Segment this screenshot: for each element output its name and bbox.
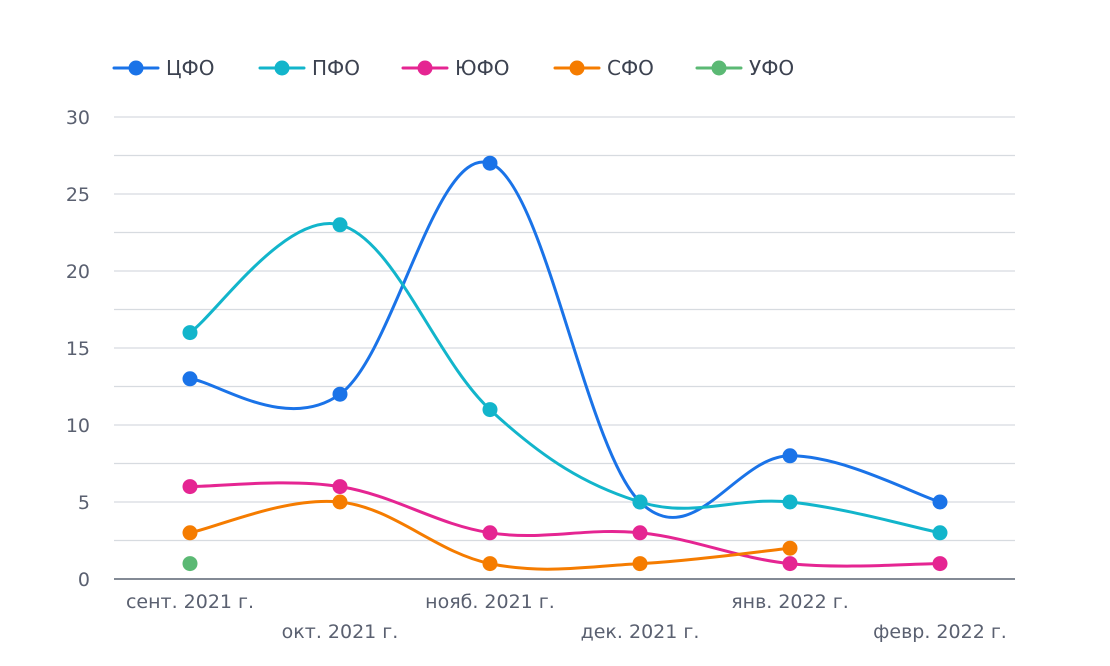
y-tick-label: 30 <box>66 107 90 129</box>
series-СФО <box>182 494 798 572</box>
data-point[interactable] <box>932 494 948 510</box>
x-tick-label: окт. 2021 г. <box>282 621 399 643</box>
data-point[interactable] <box>632 525 648 541</box>
legend-swatch-marker <box>274 60 290 76</box>
data-point[interactable] <box>932 556 948 572</box>
legend: ЦФО ПФО ЮФО СФО УФО <box>112 56 794 80</box>
data-point[interactable] <box>482 556 498 572</box>
data-point[interactable] <box>632 494 648 510</box>
legend-item[interactable]: ПФО <box>258 56 360 80</box>
x-tick-label: дек. 2021 г. <box>581 621 700 643</box>
data-point[interactable] <box>332 479 348 495</box>
axes: 0 5 10 15 20 25 30 сент. 2021 г. окт. 2021 г. ноя… <box>66 107 1015 643</box>
legend-label: ЮФО <box>455 56 510 80</box>
y-tick-label: 0 <box>78 569 90 591</box>
legend-item[interactable]: СФО <box>553 56 654 80</box>
legend-label: ПФО <box>312 56 360 80</box>
legend-label: СФО <box>607 56 654 80</box>
data-point[interactable] <box>182 556 198 572</box>
data-point[interactable] <box>782 494 798 510</box>
data-point[interactable] <box>782 540 798 556</box>
series-line <box>188 222 942 535</box>
legend-swatch-marker <box>569 60 585 76</box>
series-ЮФО <box>182 479 948 572</box>
legend-item[interactable]: УФО <box>695 56 794 80</box>
series-lines <box>182 155 948 572</box>
legend-swatch-marker <box>128 60 144 76</box>
y-tick-label: 20 <box>66 261 90 283</box>
data-point[interactable] <box>932 525 948 541</box>
legend-label: ЦФО <box>166 56 215 80</box>
x-tick-label: февр. 2022 г. <box>873 621 1007 643</box>
data-point[interactable] <box>482 155 498 171</box>
legend-swatch-marker <box>417 60 433 76</box>
data-point[interactable] <box>782 556 798 572</box>
x-tick-label: сент. 2021 г. <box>126 591 254 613</box>
y-tick-label: 25 <box>66 184 90 206</box>
legend-label: УФО <box>749 56 794 80</box>
data-point[interactable] <box>182 371 198 387</box>
data-point[interactable] <box>182 525 198 541</box>
data-point[interactable] <box>632 556 648 572</box>
data-point[interactable] <box>182 325 198 341</box>
data-point[interactable] <box>332 494 348 510</box>
data-point[interactable] <box>482 525 498 541</box>
series-line <box>188 160 942 519</box>
y-tick-label: 5 <box>78 492 90 514</box>
data-point[interactable] <box>332 386 348 402</box>
x-tick-label: нояб. 2021 г. <box>425 591 555 613</box>
data-point[interactable] <box>332 217 348 233</box>
y-tick-label: 15 <box>66 338 90 360</box>
y-tick-label: 10 <box>66 415 90 437</box>
legend-swatch-marker <box>711 60 727 76</box>
x-tick-label: янв. 2022 г. <box>731 591 849 613</box>
series-УФО <box>182 556 198 572</box>
legend-item[interactable]: ЮФО <box>401 56 510 80</box>
series-line <box>188 481 942 568</box>
data-point[interactable] <box>182 479 198 495</box>
series-ПФО <box>182 217 948 541</box>
legend-item[interactable]: ЦФО <box>112 56 215 80</box>
data-point[interactable] <box>482 402 498 418</box>
data-point[interactable] <box>782 448 798 464</box>
grid-lines <box>114 116 1015 542</box>
